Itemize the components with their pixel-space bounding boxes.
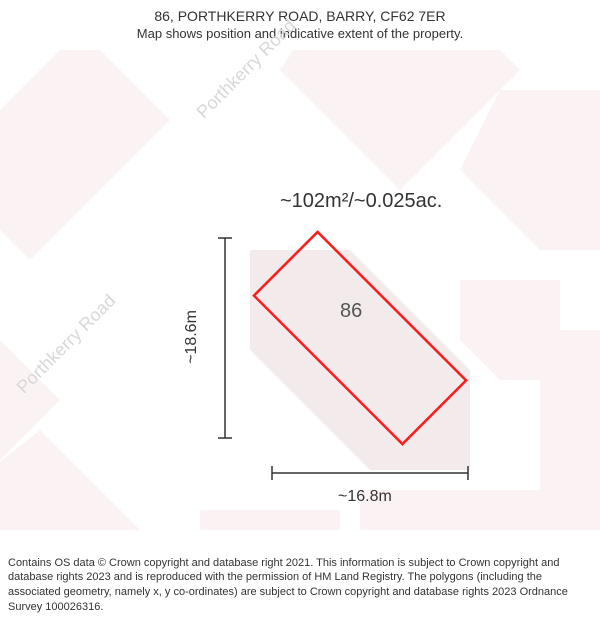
vertical-dimension-bracket (218, 238, 232, 438)
footer-copyright: Contains OS data © Crown copyright and d… (0, 550, 600, 625)
background-buildings (0, 50, 600, 530)
property-number: 86 (340, 300, 362, 323)
map-svg (0, 50, 600, 530)
height-dimension-label: ~18.6m (183, 310, 201, 364)
page-subtitle: Map shows position and indicative extent… (0, 26, 600, 41)
area-label: ~102m²/~0.025ac. (280, 190, 442, 213)
page-title: 86, PORTHKERRY ROAD, BARRY, CF62 7ER (0, 8, 600, 24)
page-container: 86, PORTHKERRY ROAD, BARRY, CF62 7ER Map… (0, 0, 600, 625)
map-area: Porthkerry Road Porthkerry Road ~102m²/~… (0, 50, 600, 530)
width-dimension-label: ~16.8m (338, 488, 392, 506)
header: 86, PORTHKERRY ROAD, BARRY, CF62 7ER Map… (0, 0, 600, 41)
